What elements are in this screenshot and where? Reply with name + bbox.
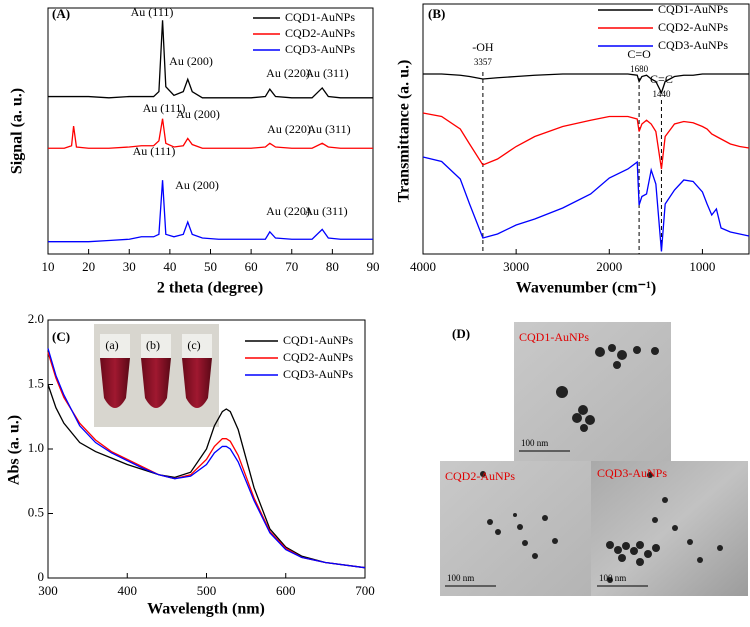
annotation: Au (111) xyxy=(131,5,174,19)
legend-label: CQD2-AuNPs xyxy=(285,26,355,40)
y-tick-label: 1.5 xyxy=(28,375,44,390)
line-series xyxy=(48,180,373,243)
legend-label: CQD2-AuNPs xyxy=(658,20,728,34)
panel-label: (D) xyxy=(452,326,470,341)
y-tick-label: 1.0 xyxy=(28,440,44,455)
inset-label: (b) xyxy=(146,338,160,352)
panel-label: (C) xyxy=(52,329,70,344)
line-series xyxy=(47,352,366,569)
x-tick-label: 70 xyxy=(285,259,298,274)
annotation: Au (220) xyxy=(266,66,310,80)
tem-label: CQD2-AuNPs xyxy=(445,469,515,483)
plot-frame xyxy=(422,3,750,255)
line-series xyxy=(422,112,750,170)
y-axis-title: Signal (a. u.) xyxy=(9,88,26,174)
x-tick-label: 1000 xyxy=(689,259,715,274)
legend-label: CQD2-AuNPs xyxy=(283,350,353,364)
tem-label: CQD3-AuNPs xyxy=(597,466,667,480)
scale-bar-label: 100 nm xyxy=(599,573,626,583)
reference-value: 3357 xyxy=(474,57,493,67)
legend-label: CQD1-AuNPs xyxy=(658,2,728,16)
annotation: Au (111) xyxy=(133,144,176,158)
legend-label: CQD1-AuNPs xyxy=(283,333,353,347)
line-series xyxy=(47,384,366,569)
annotation: Au (200) xyxy=(175,178,219,192)
scale-bar-label: 100 nm xyxy=(447,573,474,583)
annotation: Au (200) xyxy=(176,107,220,121)
x-tick-label: 30 xyxy=(123,259,136,274)
panel-label: (B) xyxy=(428,6,445,21)
scale-bar-label: 100 nm xyxy=(521,438,548,448)
annotation: Au (111) xyxy=(143,101,186,115)
x-tick-label: 20 xyxy=(82,259,95,274)
line-series xyxy=(422,156,750,252)
reference-label: C=O xyxy=(627,47,651,61)
x-tick-label: 10 xyxy=(42,259,55,274)
annotation: Au (200) xyxy=(169,54,213,68)
line-series xyxy=(423,73,749,95)
x-axis-title: 2 theta (degree) xyxy=(157,280,263,297)
line-series xyxy=(48,20,373,99)
line-series xyxy=(47,348,366,569)
legend-label: CQD3-AuNPs xyxy=(285,42,355,56)
x-tick-label: 2000 xyxy=(596,259,622,274)
annotation: Au (311) xyxy=(305,66,348,80)
x-tick-label: 4000 xyxy=(410,259,436,274)
x-tick-label: 90 xyxy=(367,259,380,274)
y-tick-label: 2.0 xyxy=(28,311,44,326)
y-tick-label: 0 xyxy=(38,569,45,584)
annotation: Au (311) xyxy=(304,204,347,218)
x-tick-label: 80 xyxy=(326,259,339,274)
x-tick-label: 3000 xyxy=(503,259,529,274)
x-axis-title: Wavelength (nm) xyxy=(147,601,265,618)
annotation: Au (311) xyxy=(307,122,350,136)
reference-label: -OH xyxy=(472,40,494,54)
annotation: Au (220) xyxy=(267,122,311,136)
legend-label: CQD3-AuNPs xyxy=(283,367,353,381)
y-axis-title: Transmittance (a. u.) xyxy=(396,60,413,203)
tem-images xyxy=(440,322,748,596)
y-axis-title: Abs (a. u.) xyxy=(6,415,23,485)
annotation: Au (220) xyxy=(266,204,310,218)
inset-label: (c) xyxy=(187,338,200,352)
x-tick-label: 500 xyxy=(197,583,217,598)
x-tick-label: 60 xyxy=(245,259,258,274)
x-tick-label: 600 xyxy=(276,583,296,598)
line-series xyxy=(48,118,373,149)
inset-label: (a) xyxy=(105,338,118,352)
x-tick-label: 300 xyxy=(38,583,58,598)
inset-photo xyxy=(94,324,219,427)
legend-label: CQD3-AuNPs xyxy=(658,38,728,52)
x-axis-title: Wavenumber (cm⁻¹) xyxy=(516,280,656,297)
y-tick-label: 0.5 xyxy=(28,504,44,519)
reference-value: 1680 xyxy=(630,64,649,74)
legend-label: CQD1-AuNPs xyxy=(285,10,355,24)
tem-label: CQD1-AuNPs xyxy=(519,330,589,344)
x-tick-label: 700 xyxy=(355,583,375,598)
x-tick-label: 400 xyxy=(118,583,138,598)
x-tick-label: 40 xyxy=(163,259,176,274)
panel-label: (A) xyxy=(52,6,70,21)
x-tick-label: 50 xyxy=(204,259,217,274)
